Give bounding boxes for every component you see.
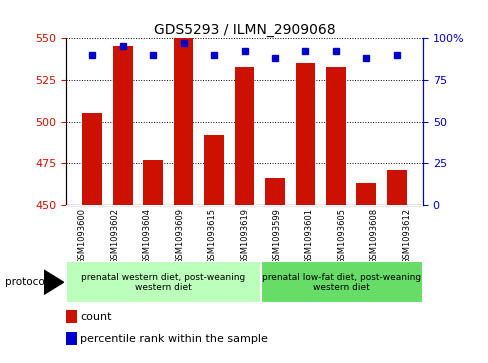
- Bar: [356, 183, 376, 205]
- Bar: [66, 261, 260, 303]
- Text: GSM1093605: GSM1093605: [337, 208, 346, 264]
- Text: GSM1093608: GSM1093608: [369, 208, 378, 264]
- Text: GSM1093604: GSM1093604: [142, 208, 151, 264]
- Bar: [264, 178, 285, 205]
- Text: GSM1093619: GSM1093619: [240, 208, 248, 264]
- Text: prenatal low-fat diet, post-weaning
western diet: prenatal low-fat diet, post-weaning west…: [262, 273, 421, 292]
- Text: prenatal western diet, post-weaning
western diet: prenatal western diet, post-weaning west…: [81, 273, 245, 292]
- Bar: [325, 66, 345, 205]
- Bar: [66, 332, 77, 345]
- Bar: [295, 63, 315, 205]
- Text: GSM1093615: GSM1093615: [207, 208, 216, 264]
- Bar: [112, 46, 132, 205]
- Bar: [82, 113, 102, 205]
- Text: GSM1093602: GSM1093602: [110, 208, 119, 264]
- Bar: [203, 135, 224, 205]
- Bar: [143, 160, 163, 205]
- Text: count: count: [80, 312, 112, 322]
- Text: percentile rank within the sample: percentile rank within the sample: [80, 334, 267, 343]
- Text: GSM1093599: GSM1093599: [272, 208, 281, 264]
- Text: GSM1093601: GSM1093601: [305, 208, 313, 264]
- Bar: [66, 310, 77, 323]
- Text: GSM1093600: GSM1093600: [78, 208, 86, 264]
- Title: GDS5293 / ILMN_2909068: GDS5293 / ILMN_2909068: [153, 23, 335, 37]
- Bar: [260, 261, 422, 303]
- Bar: [173, 38, 193, 205]
- Polygon shape: [44, 270, 63, 294]
- Text: protocol: protocol: [5, 277, 47, 287]
- Text: GSM1093609: GSM1093609: [175, 208, 183, 264]
- Bar: [386, 170, 406, 205]
- Text: GSM1093612: GSM1093612: [402, 208, 410, 264]
- Bar: [234, 66, 254, 205]
